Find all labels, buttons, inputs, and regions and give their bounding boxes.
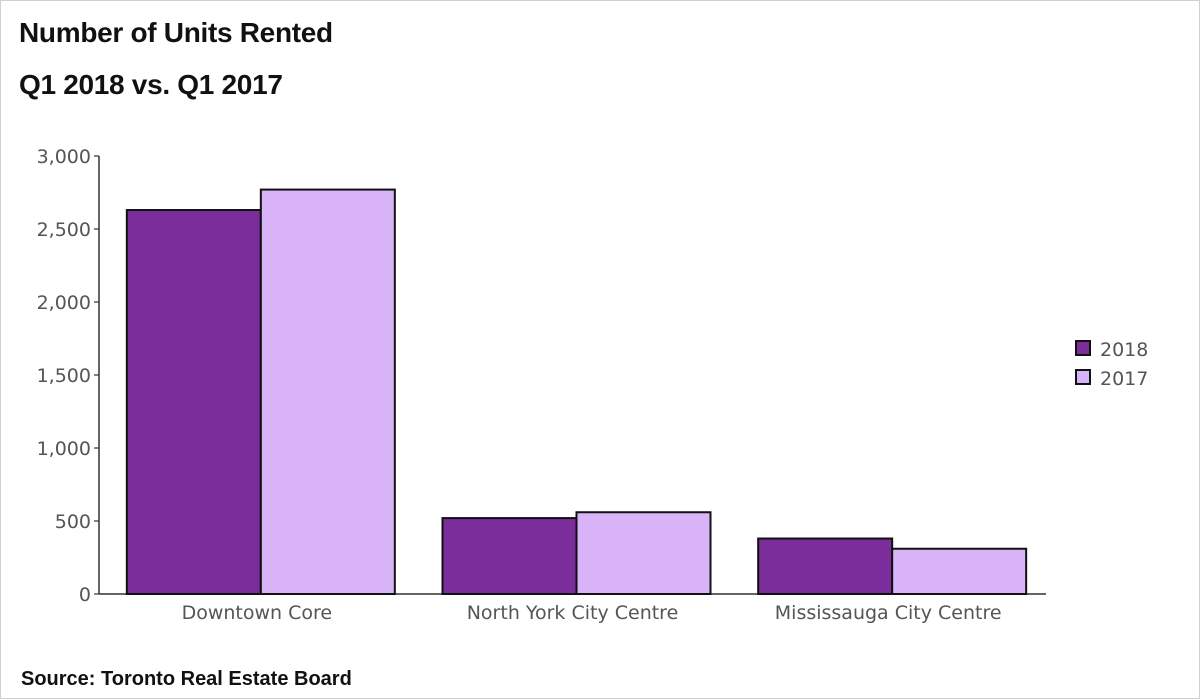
y-tick-label: 2,000 xyxy=(37,292,91,314)
legend-swatch-2017 xyxy=(1075,369,1091,385)
y-tick-label: 0 xyxy=(79,584,91,606)
chart-title-line-1: Number of Units Rented xyxy=(19,17,333,48)
chart-bars xyxy=(125,188,1028,596)
y-tick-label: 1,000 xyxy=(37,438,91,460)
y-tick-label: 3,000 xyxy=(37,146,91,168)
legend-swatch-2018 xyxy=(1075,340,1091,356)
y-tick-label: 1,500 xyxy=(37,365,91,387)
chart-title-line-2: Q1 2018 vs. Q1 2017 xyxy=(19,69,283,100)
x-category-label: North York City Centre xyxy=(467,602,679,624)
legend-label: 2018 xyxy=(1100,339,1148,361)
y-axis-ticks: 0 500 1,000 1,500 2,000 2,500 3,000 xyxy=(37,146,99,606)
bar-2018-1 xyxy=(441,517,578,596)
y-tick-label: 500 xyxy=(55,511,91,533)
chart-legend: 2018 2017 xyxy=(1075,339,1148,390)
x-category-label: Mississauga City Centre xyxy=(775,602,1002,624)
bar-2017-0 xyxy=(259,188,396,596)
legend-label: 2017 xyxy=(1100,368,1148,390)
x-axis-categories: Downtown Core North York City Centre Missi… xyxy=(182,602,1002,624)
bar-2018-0 xyxy=(125,209,262,596)
bar-2018-2 xyxy=(757,537,894,596)
bar-2017-1 xyxy=(575,511,712,595)
bar-2017-2 xyxy=(891,547,1028,595)
source-note: Source: Toronto Real Estate Board xyxy=(21,668,352,690)
y-tick-label: 2,500 xyxy=(37,219,91,241)
x-category-label: Downtown Core xyxy=(182,602,333,624)
